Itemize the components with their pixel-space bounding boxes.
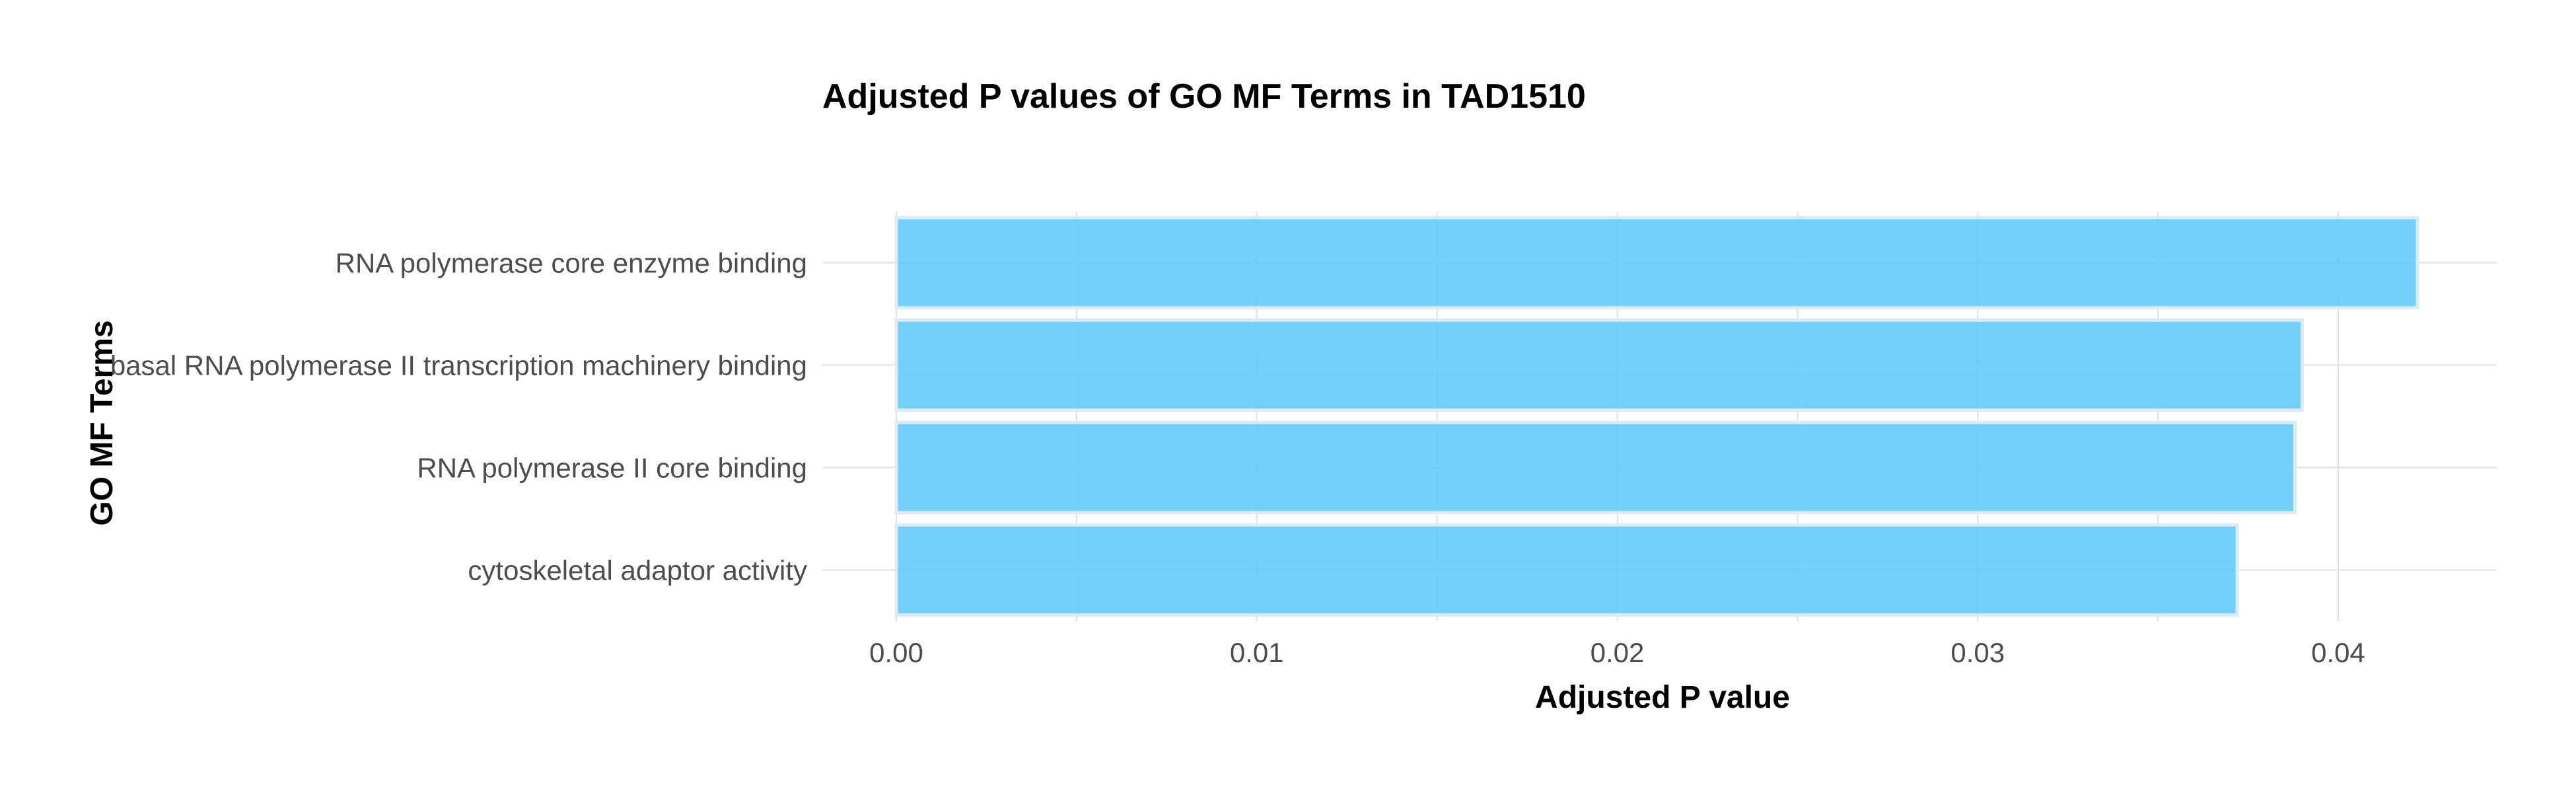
x-axis-ticks: 0.00 0.01 0.02 0.03 0.04 (869, 637, 2365, 668)
bar (894, 215, 2419, 310)
x-tick-label: 0.04 (2311, 637, 2365, 668)
x-tick-label: 0.00 (869, 637, 923, 668)
y-axis-ticks: RNA polymerase core enzyme binding basal … (110, 248, 807, 586)
bar (894, 420, 2297, 515)
bars (894, 215, 2419, 617)
y-tick-label: basal RNA polymerase II transcription ma… (110, 350, 807, 381)
y-tick-label: RNA polymerase core enzyme binding (336, 248, 807, 279)
chart-title: Adjusted P values of GO MF Terms in TAD1… (822, 77, 1586, 116)
x-tick-label: 0.02 (1591, 637, 1645, 668)
x-tick-label: 0.01 (1230, 637, 1284, 668)
x-tick-label: 0.03 (1950, 637, 2005, 668)
y-axis-title: GO MF Terms (85, 320, 120, 525)
x-axis-title: Adjusted P value (1535, 680, 1790, 715)
y-tick-label: RNA polymerase II core binding (417, 453, 807, 484)
bar (894, 523, 2239, 617)
bar (894, 318, 2304, 412)
y-tick-label: cytoskeletal adaptor activity (468, 555, 807, 586)
